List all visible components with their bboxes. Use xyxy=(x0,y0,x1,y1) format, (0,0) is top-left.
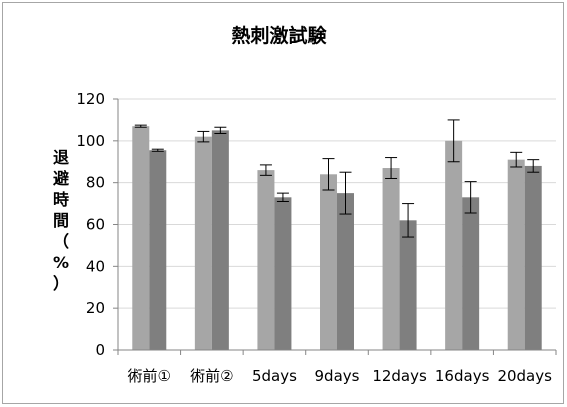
x-tick-label: 術前① xyxy=(128,367,171,385)
bar xyxy=(194,136,212,350)
y-axis-label-char: 避 xyxy=(53,169,69,188)
bar xyxy=(507,159,525,350)
y-tick-label: 40 xyxy=(86,257,105,275)
bars xyxy=(132,126,542,350)
x-tick-label: 12days xyxy=(372,367,427,385)
x-tick-label: 16days xyxy=(435,367,490,385)
y-tick-label: 20 xyxy=(86,299,105,317)
y-tick-label: 80 xyxy=(86,174,105,192)
y-axis-label-char: 退 xyxy=(53,148,69,167)
bar xyxy=(211,130,229,350)
y-axis-label-char: % xyxy=(53,253,69,272)
y-tick-label: 100 xyxy=(76,132,105,150)
bar xyxy=(274,197,292,350)
chart-title: 熱刺激試験 xyxy=(231,24,327,47)
bar xyxy=(149,150,167,350)
bar xyxy=(382,168,400,350)
bar xyxy=(257,170,275,350)
y-axis-label-char: ） xyxy=(53,274,69,293)
x-tick-labels: 術前① 術前② 5days 9days 12days 16days 20days xyxy=(128,367,553,385)
chart-frame: 熱刺激試験 退避時間 （% ） 0 20 40 60 80 100 120 術前① 術前② 5day… xyxy=(2,2,564,404)
x-tick-label: 20days xyxy=(497,367,552,385)
bar xyxy=(320,174,337,350)
y-tick-label: 120 xyxy=(76,90,105,108)
bar xyxy=(399,220,417,350)
bar xyxy=(132,126,150,350)
bar xyxy=(445,140,463,350)
error-bars xyxy=(134,119,540,238)
y-tick-label: 60 xyxy=(86,216,105,234)
x-tick-label: 9days xyxy=(315,367,360,385)
y-tick-label: 0 xyxy=(95,341,105,359)
bar xyxy=(337,193,354,350)
y-axis-label-char: 間 xyxy=(53,211,69,230)
axes xyxy=(113,98,557,355)
bar xyxy=(524,165,542,350)
x-tick-label: 5days xyxy=(252,367,297,385)
y-axis-label-char: （ xyxy=(53,232,69,251)
y-tick-labels: 0 20 40 60 80 100 120 xyxy=(76,90,105,359)
y-axis-label-char: 時 xyxy=(53,190,69,209)
bar xyxy=(462,197,480,350)
x-tick-label: 術前② xyxy=(190,367,233,385)
